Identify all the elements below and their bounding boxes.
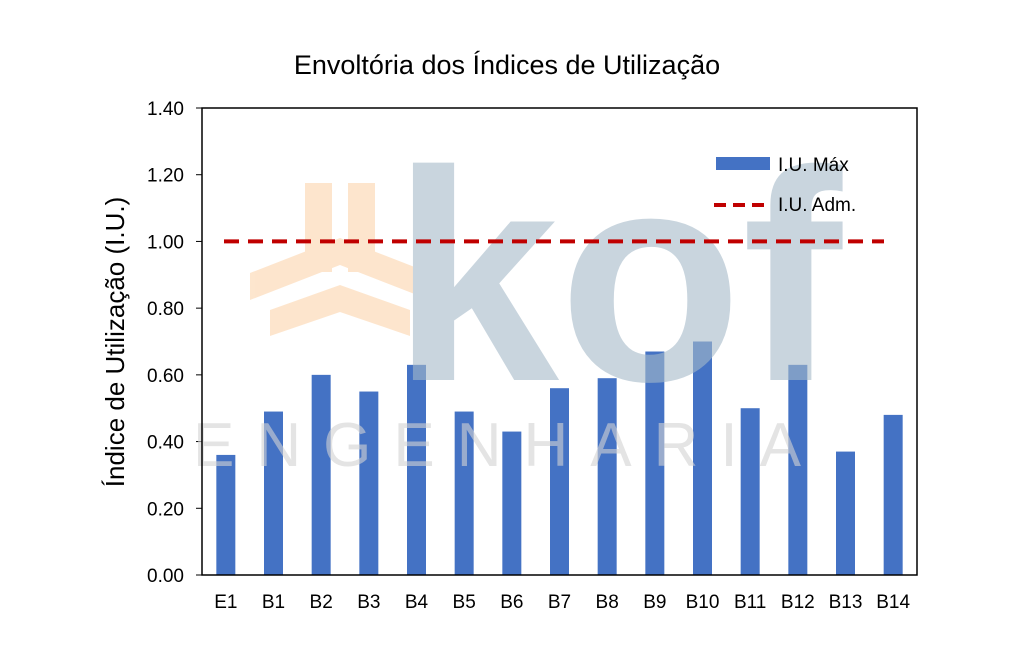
x-tick-label: B10: [686, 592, 720, 613]
legend-swatch-bar: [716, 157, 770, 170]
x-tick-label: B6: [500, 592, 523, 613]
x-tick-label: B13: [829, 592, 863, 613]
bar-series: [216, 341, 903, 575]
bar-b13: [836, 451, 855, 575]
watermark-logo-shape: [270, 285, 410, 336]
y-tick-label: 1.20: [147, 166, 184, 187]
bar-b6: [502, 431, 522, 575]
x-tick-label: B12: [781, 592, 815, 613]
legend-label-iu-max: I.U. Máx: [778, 155, 849, 176]
y-tick-label: 0.60: [147, 366, 184, 387]
bar-b2: [311, 374, 331, 575]
watermark-subtext: ENGENHARIA: [193, 411, 823, 480]
x-tick-label: B1: [262, 592, 285, 613]
watermark-logo-icon: [250, 183, 430, 336]
bar-b5: [454, 411, 474, 575]
bar-b11: [740, 408, 760, 575]
y-tick-label: 0.00: [147, 566, 184, 587]
chart-legend: I.U. Máx I.U. Adm.: [714, 155, 856, 216]
bar-b12: [788, 364, 808, 575]
x-tick-label: B8: [596, 592, 619, 613]
y-tick-label: 0.80: [147, 299, 184, 320]
chart-title: Envoltória dos Índices de Utilização: [294, 50, 720, 80]
x-tick-label: B5: [453, 592, 476, 613]
y-tick-label: 1.00: [147, 232, 184, 253]
legend-label-iu-adm: I.U. Adm.: [778, 195, 856, 216]
bar-b8: [597, 378, 617, 575]
x-tick-label: B3: [357, 592, 380, 613]
bar-b3: [359, 391, 379, 575]
bar-b10: [693, 341, 712, 575]
x-axis-ticks: E1 B1 B2 B3 B4 B5 B6 B7 B8 B9 B10 B11 B12 B13 B14: [214, 592, 910, 613]
x-tick-label: B14: [876, 592, 910, 613]
bar-b14: [883, 414, 903, 575]
x-tick-label: B7: [548, 592, 571, 613]
watermark-logo-shape: [250, 238, 430, 300]
y-axis-ticks: 0.00 0.20 0.40 0.60 0.80 1.00 1.20 1.40: [147, 99, 202, 587]
y-tick-label: 0.40: [147, 433, 184, 454]
x-tick-label: E1: [214, 592, 237, 613]
x-tick-label: B2: [310, 592, 333, 613]
y-axis-label: Índice de Utilização (I.U.): [100, 197, 130, 487]
y-tick-label: 0.20: [147, 499, 184, 520]
bar-b4: [407, 364, 426, 575]
x-tick-label: B4: [405, 592, 429, 613]
bar-e1: [216, 454, 236, 575]
plot-area-frame: [201, 107, 918, 576]
bar-b1: [264, 411, 283, 575]
bar-b7: [550, 388, 569, 575]
x-tick-label: B11: [734, 592, 766, 613]
bar-b9: [645, 351, 665, 575]
y-tick-label: 1.40: [147, 99, 184, 120]
x-tick-label: B9: [643, 592, 666, 613]
